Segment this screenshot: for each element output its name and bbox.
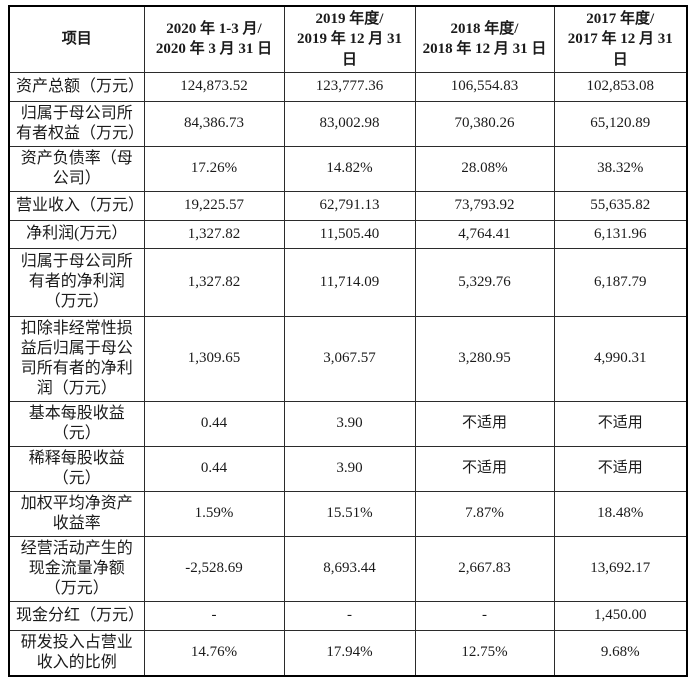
cell-value: 3,067.57 bbox=[283, 315, 416, 402]
column-header-period-2019: 2019 年度/ 2019 年 12 月 31 日 bbox=[283, 5, 416, 73]
cell-value: 70,380.26 bbox=[414, 100, 555, 147]
period-line: 2020 年 1-3 月/ bbox=[166, 21, 262, 38]
row-label: 资产负债率（母公司） bbox=[8, 145, 145, 192]
cell-value: 84,386.73 bbox=[143, 100, 285, 147]
table-row-rd-ratio: 研发投入占营业收入的比例 14.76% 17.94% 12.75% 9.68% bbox=[8, 629, 688, 677]
period-line: 2017 年度/ bbox=[586, 11, 655, 27]
row-label: 稀释每股收益（元） bbox=[8, 445, 145, 492]
cell-value: 3,280.95 bbox=[414, 315, 555, 402]
cell-value: 0.44 bbox=[143, 400, 285, 447]
period-line: 2018 年 12 月 31 日 bbox=[422, 41, 547, 58]
cell-value: 1,309.65 bbox=[143, 315, 285, 402]
column-header-period-2017: 2017 年度/ 2017 年 12 月 31 日 bbox=[553, 5, 688, 73]
row-label: 扣除非经常性损益后归属于母公司所有者的净利润（万元） bbox=[8, 315, 145, 402]
cell-value: 123,777.36 bbox=[283, 71, 416, 102]
cell-value: 83,002.98 bbox=[283, 100, 416, 147]
cell-value: 不适用 bbox=[553, 400, 688, 447]
cell-value: 5,329.76 bbox=[414, 247, 555, 317]
cell-value: 19,225.57 bbox=[143, 190, 285, 221]
cell-value: 73,793.92 bbox=[414, 190, 555, 221]
cell-value: 12.75% bbox=[414, 629, 555, 677]
row-label: 加权平均净资产收益率 bbox=[8, 490, 145, 537]
cell-value: -2,528.69 bbox=[143, 535, 285, 602]
row-label: 经营活动产生的现金流量净额（万元） bbox=[8, 535, 145, 602]
cell-value: - bbox=[283, 600, 416, 631]
period-line: 2017 年 12 月 31 日 bbox=[567, 31, 673, 68]
cell-value: 106,554.83 bbox=[414, 71, 555, 102]
cell-value: 65,120.89 bbox=[553, 100, 688, 147]
cell-value: 55,635.82 bbox=[553, 190, 688, 221]
cell-value: 124,873.52 bbox=[143, 71, 285, 102]
cell-value: 0.44 bbox=[143, 445, 285, 492]
cell-value: 1,450.00 bbox=[553, 600, 688, 631]
cell-value: 11,505.40 bbox=[283, 219, 416, 249]
column-header-period-2018: 2018 年度/ 2018 年 12 月 31 日 bbox=[414, 5, 555, 73]
table-row-basic-eps: 基本每股收益（元） 0.44 3.90 不适用 不适用 bbox=[8, 400, 688, 447]
cell-value: - bbox=[143, 600, 285, 631]
header-row: 项目 2020 年 1-3 月/ 2020 年 3 月 31 日 2019 年度… bbox=[8, 5, 688, 73]
cell-value: 4,990.31 bbox=[553, 315, 688, 402]
cell-value: 18.48% bbox=[553, 490, 688, 537]
cell-value: 17.26% bbox=[143, 145, 285, 192]
financial-summary: 项目 2020 年 1-3 月/ 2020 年 3 月 31 日 2019 年度… bbox=[8, 5, 688, 677]
column-header-item: 项目 bbox=[8, 5, 145, 73]
cell-value: 不适用 bbox=[414, 400, 555, 447]
cell-value: 1.59% bbox=[143, 490, 285, 537]
cell-value: - bbox=[414, 600, 555, 631]
cell-value: 14.82% bbox=[283, 145, 416, 192]
cell-value: 不适用 bbox=[553, 445, 688, 492]
row-label: 归属于母公司所有者的净利润（万元） bbox=[8, 247, 145, 317]
cell-value: 3.90 bbox=[283, 445, 416, 492]
period-line: 2018 年度/ bbox=[450, 21, 519, 38]
row-label: 营业收入（万元） bbox=[8, 190, 145, 221]
cell-value: 6,131.96 bbox=[553, 219, 688, 249]
cell-value: 2,667.83 bbox=[414, 535, 555, 602]
row-label: 基本每股收益（元） bbox=[8, 400, 145, 447]
financial-summary-table: 项目 2020 年 1-3 月/ 2020 年 3 月 31 日 2019 年度… bbox=[8, 5, 688, 677]
cell-value: 102,853.08 bbox=[553, 71, 688, 102]
table-row-diluted-eps: 稀释每股收益（元） 0.44 3.90 不适用 不适用 bbox=[8, 445, 688, 492]
row-label: 资产总额（万元） bbox=[8, 71, 145, 102]
table-row-net-profit: 净利润(万元） 1,327.82 11,505.40 4,764.41 6,13… bbox=[8, 219, 688, 249]
cell-value: 14.76% bbox=[143, 629, 285, 677]
column-header-item-label: 项目 bbox=[61, 31, 92, 48]
row-label: 净利润(万元） bbox=[8, 219, 145, 249]
cell-value: 4,764.41 bbox=[414, 219, 555, 249]
period-line: 2020 年 3 月 31 日 bbox=[155, 41, 273, 58]
table-row-revenue: 营业收入（万元） 19,225.57 62,791.13 73,793.92 5… bbox=[8, 190, 688, 221]
table-row-parent-equity: 归属于母公司所有者权益（万元） 84,386.73 83,002.98 70,3… bbox=[8, 100, 688, 147]
table-row-weighted-roe: 加权平均净资产收益率 1.59% 15.51% 7.87% 18.48% bbox=[8, 490, 688, 537]
cell-value: 1,327.82 bbox=[143, 219, 285, 249]
period-line: 2019 年度/ bbox=[315, 11, 384, 27]
table-row-total-assets: 资产总额（万元） 124,873.52 123,777.36 106,554.8… bbox=[8, 71, 688, 102]
cell-value: 11,714.09 bbox=[283, 247, 416, 317]
table-row-cash-dividend: 现金分红（万元） - - - 1,450.00 bbox=[8, 600, 688, 631]
period-line: 2019 年 12 月 31 日 bbox=[296, 31, 402, 68]
cell-value: 13,692.17 bbox=[553, 535, 688, 602]
row-label: 现金分红（万元） bbox=[8, 600, 145, 631]
column-header-period-2020q1: 2020 年 1-3 月/ 2020 年 3 月 31 日 bbox=[143, 5, 285, 73]
table-row-parent-net-profit: 归属于母公司所有者的净利润（万元） 1,327.82 11,714.09 5,3… bbox=[8, 247, 688, 317]
cell-value: 1,327.82 bbox=[143, 247, 285, 317]
cell-value: 7.87% bbox=[414, 490, 555, 537]
cell-value: 6,187.79 bbox=[553, 247, 688, 317]
table-row-operating-cash-flow: 经营活动产生的现金流量净额（万元） -2,528.69 8,693.44 2,6… bbox=[8, 535, 688, 602]
cell-value: 9.68% bbox=[553, 629, 688, 677]
cell-value: 38.32% bbox=[553, 145, 688, 192]
cell-value: 62,791.13 bbox=[283, 190, 416, 221]
row-label: 研发投入占营业收入的比例 bbox=[8, 629, 145, 677]
cell-value: 15.51% bbox=[283, 490, 416, 537]
cell-value: 8,693.44 bbox=[283, 535, 416, 602]
table-row-adjusted-net-profit: 扣除非经常性损益后归属于母公司所有者的净利润（万元） 1,309.65 3,06… bbox=[8, 315, 688, 402]
cell-value: 17.94% bbox=[283, 629, 416, 677]
row-label: 归属于母公司所有者权益（万元） bbox=[8, 100, 145, 147]
cell-value: 28.08% bbox=[414, 145, 555, 192]
cell-value: 不适用 bbox=[414, 445, 555, 492]
cell-value: 3.90 bbox=[283, 400, 416, 447]
table-row-debt-ratio: 资产负债率（母公司） 17.26% 14.82% 28.08% 38.32% bbox=[8, 145, 688, 192]
